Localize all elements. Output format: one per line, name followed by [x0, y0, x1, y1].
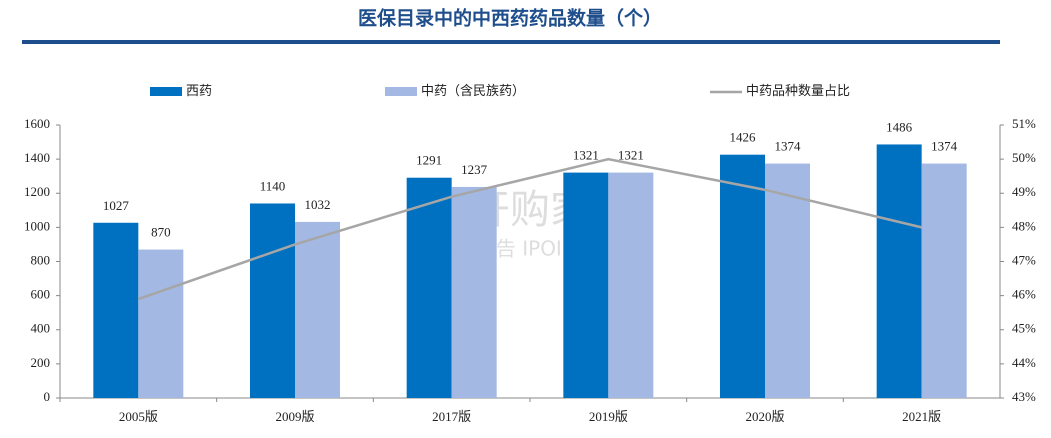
x-tick-label: 2019版 [589, 409, 628, 424]
value-label: 1486 [886, 119, 913, 134]
y-tick-label: 800 [31, 252, 51, 267]
x-tick-label: 2009版 [275, 409, 314, 424]
value-label: 1027 [103, 198, 130, 213]
y-tick-label: 0 [44, 389, 51, 404]
value-label: 1426 [730, 130, 757, 145]
line [137, 157, 922, 301]
legend-label: 中药（含民族药） [421, 83, 525, 98]
legend-label: 中药品种数量占比 [746, 83, 850, 98]
y2-tick-label: 51% [1012, 116, 1036, 131]
y2-tick-label: 44% [1012, 355, 1036, 370]
bar [138, 249, 184, 398]
bar [93, 222, 139, 398]
bar [563, 172, 609, 398]
value-label: 1321 [573, 148, 599, 163]
y-tick-label: 400 [31, 321, 51, 336]
y2-tick-label: 43% [1012, 389, 1036, 404]
bar [295, 221, 340, 398]
bar [765, 163, 810, 398]
y2-tick-label: 45% [1012, 321, 1036, 336]
bar [921, 163, 967, 398]
x-tick-label: 2017版 [432, 409, 471, 424]
bar [250, 203, 295, 398]
bar [876, 144, 922, 398]
value-label: 1237 [461, 162, 488, 177]
value-label: 1374 [775, 139, 802, 154]
y-tick-label: 1600 [24, 116, 50, 131]
value-label: 1291 [416, 153, 442, 168]
y2-tick-label: 50% [1012, 150, 1036, 165]
x-tick-label: 2021版 [902, 409, 941, 424]
chart-title: 医保目录中的中西药药品数量（个） [358, 6, 662, 29]
legend-label: 西药 [186, 83, 212, 98]
value-label: 870 [151, 225, 171, 240]
bar [720, 154, 765, 398]
value-label: 1032 [305, 197, 331, 212]
title-rule [22, 40, 1000, 44]
y2-tick-label: 48% [1012, 218, 1036, 233]
x-tick-label: 2020版 [745, 409, 784, 424]
value-label: 1374 [931, 139, 958, 154]
y2-tick-label: 49% [1012, 184, 1036, 199]
bar [406, 177, 452, 398]
y2-tick-label: 46% [1012, 287, 1036, 302]
x-tick-label: 2005版 [119, 409, 158, 424]
y-tick-label: 1200 [24, 184, 50, 199]
y-tick-label: 1400 [24, 150, 50, 165]
legend-swatch [385, 87, 417, 96]
y2-tick-label: 47% [1012, 252, 1036, 267]
y-tick-label: 600 [31, 287, 51, 302]
bar [608, 172, 654, 398]
value-label: 1321 [618, 148, 644, 163]
y-tick-label: 1000 [24, 218, 50, 233]
legend-swatch [150, 87, 182, 96]
y-tick-label: 200 [31, 355, 51, 370]
value-label: 1140 [260, 178, 286, 193]
bar [451, 186, 497, 398]
